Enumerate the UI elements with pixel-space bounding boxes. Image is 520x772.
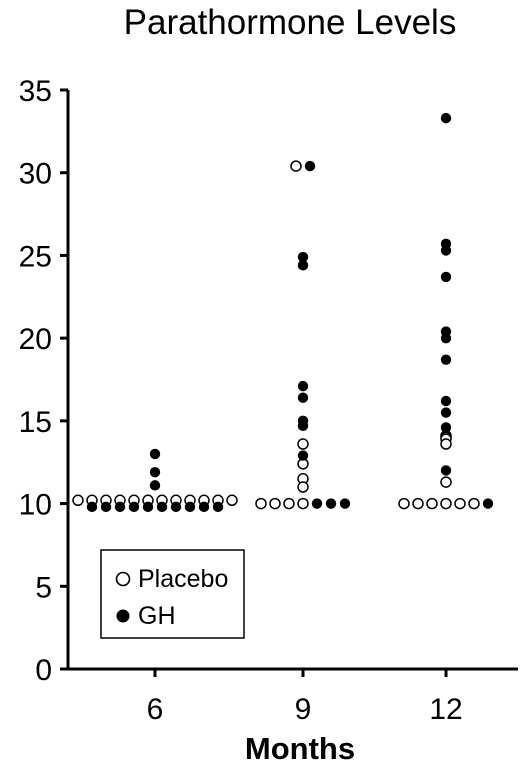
gh-point [440, 465, 452, 476]
gh-point [86, 501, 98, 513]
gh-point [297, 392, 309, 403]
gh-point [440, 271, 452, 283]
legend-box [100, 549, 245, 639]
placebo-point [454, 497, 466, 510]
gh-point [212, 501, 224, 513]
gh-point [440, 245, 452, 256]
placebo-point [255, 497, 267, 510]
gh-point [440, 407, 452, 418]
axes [66, 90, 518, 671]
placebo-point [440, 476, 452, 488]
placebo-point [468, 497, 480, 510]
gh-point [142, 501, 154, 513]
gh-point [297, 420, 309, 432]
y-tick-label: 20 [19, 323, 52, 356]
legend-placebo-marker [115, 571, 131, 587]
y-tick-label: 0 [35, 654, 52, 687]
placebo-point [426, 497, 438, 510]
y-tick-label: 10 [19, 489, 52, 522]
data-points [72, 112, 494, 513]
legend-gh-marker [116, 609, 130, 623]
gh-point [304, 160, 316, 172]
gh-point [297, 260, 309, 271]
gh-point [325, 498, 337, 509]
gh-point [114, 501, 126, 513]
gh-point [482, 498, 494, 509]
gh-point [100, 501, 112, 513]
legend-placebo-label: Placebo [138, 565, 228, 593]
placebo-point [226, 494, 238, 507]
y-tick-label: 25 [19, 240, 52, 273]
gh-point [128, 501, 140, 513]
gh-point [440, 422, 452, 433]
x-axis-label: Months [245, 731, 355, 766]
gh-point [297, 251, 309, 263]
gh-point [440, 112, 452, 124]
x-ticks: 6 9 12 [147, 669, 463, 726]
gh-point [440, 354, 452, 365]
x-tick-label: 9 [295, 693, 312, 726]
placebo-point [269, 497, 281, 510]
y-tick-label: 30 [19, 158, 52, 191]
x-tick-label: 6 [147, 693, 164, 726]
legend-gh-label: GH [138, 602, 176, 630]
gh-point [198, 501, 210, 513]
placebo-point [297, 481, 309, 493]
placebo-point [412, 497, 424, 510]
placebo-point [440, 497, 452, 510]
placebo-point [72, 494, 84, 507]
placebo-point [398, 497, 410, 510]
gh-point [440, 395, 452, 407]
x-tick-label: 12 [429, 693, 462, 726]
gh-point [170, 501, 182, 513]
legend: Placebo GH [100, 549, 245, 639]
gh-point [149, 448, 161, 460]
gh-point [184, 501, 196, 513]
y-ticks: 0 5 10 15 20 25 30 35 [19, 75, 68, 687]
gh-point [339, 498, 351, 509]
y-tick-label: 35 [19, 75, 52, 108]
gh-point [149, 466, 161, 478]
gh-point [297, 450, 309, 461]
chart-title: Parathormone Levels [124, 3, 457, 42]
placebo-point [297, 497, 309, 510]
y-tick-label: 5 [35, 571, 52, 604]
gh-point [311, 498, 323, 509]
gh-point [149, 480, 161, 491]
gh-point [440, 332, 452, 344]
placebo-point [290, 160, 302, 172]
y-tick-label: 15 [19, 406, 52, 439]
gh-point [156, 501, 168, 513]
placebo-point [283, 497, 295, 510]
placebo-point [440, 438, 452, 450]
gh-point [297, 380, 309, 392]
placebo-point [297, 438, 309, 450]
